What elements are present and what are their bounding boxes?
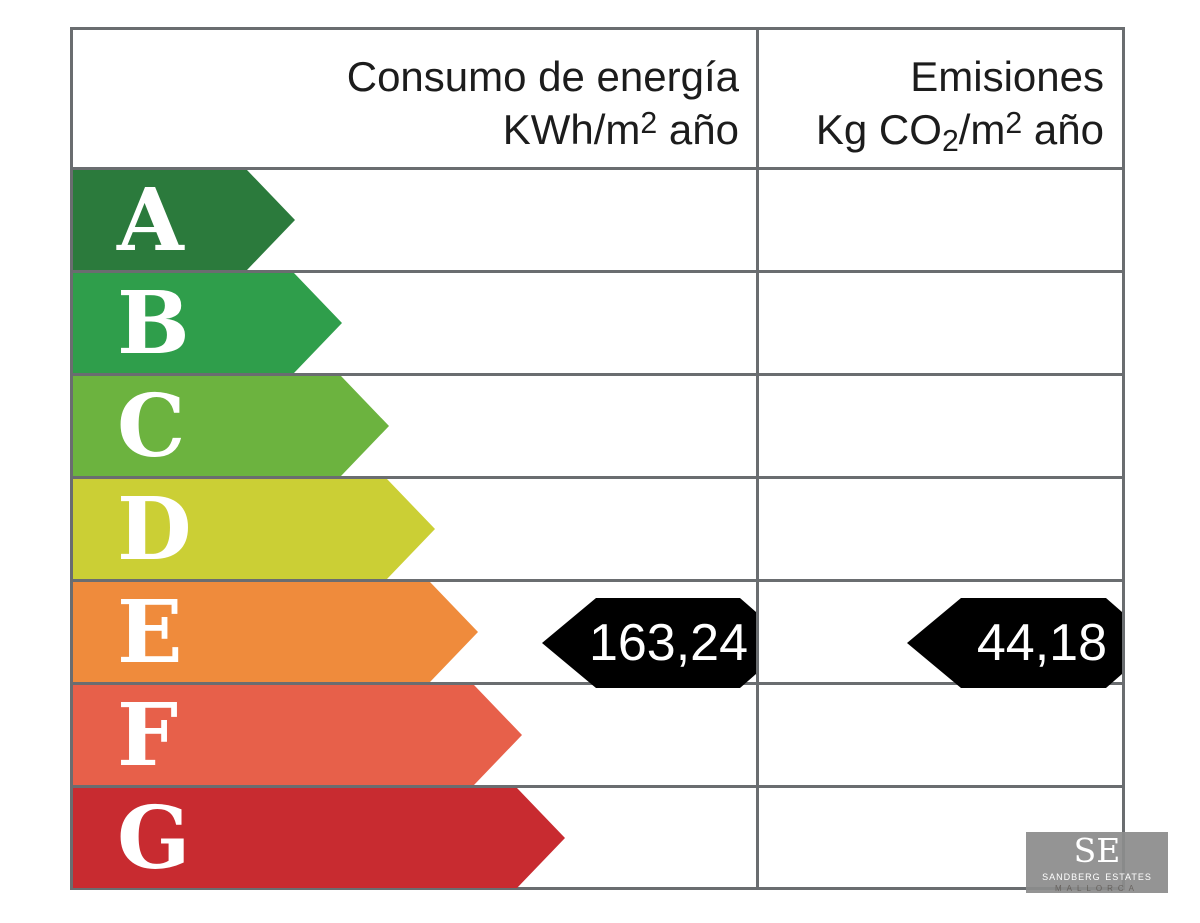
consumption-value-arrow: 163,24 (542, 598, 756, 688)
rating-row-E: E 163,24 44,18 (73, 579, 1122, 682)
rating-row-C: C (73, 373, 1122, 476)
rating-row-G: G (73, 785, 1122, 888)
logo-subtitle: Mallorca (1054, 884, 1139, 893)
logo-name: Sandberg Estates (1042, 868, 1152, 883)
logo-monogram: SE (1073, 831, 1121, 870)
header-consumption: Consumo de energía KWh/m2 año (73, 30, 759, 167)
header-consumption-line1: Consumo de energía (346, 53, 739, 100)
subscript-2: 2 (941, 124, 959, 158)
grade-letter-G: G (117, 788, 191, 889)
emissions-value-arrow: 44,18 (907, 598, 1122, 688)
grade-arrow-F: F (73, 685, 522, 785)
energy-certificate-table: Consumo de energía KWh/m2 año Emisiones … (70, 27, 1125, 890)
grade-letter-A: A (117, 170, 184, 271)
grade-arrow-A: A (73, 170, 295, 270)
grade-arrow-E: E (73, 582, 478, 682)
grade-letter-E: E (117, 582, 183, 683)
table-header: Consumo de energía KWh/m2 año Emisiones … (73, 30, 1122, 167)
rating-row-A: A (73, 167, 1122, 270)
grade-letter-C: C (117, 376, 186, 477)
column-divider (756, 30, 759, 887)
header-emissions: Emisiones Kg CO2/m2 año (759, 30, 1122, 167)
header-emissions-line1: Emisiones (910, 53, 1104, 100)
grade-letter-F: F (117, 685, 179, 786)
header-emissions-line2: Kg CO2/m2 año (815, 106, 1104, 158)
rating-row-D: D (73, 476, 1122, 579)
rating-row-B: B (73, 270, 1122, 373)
grade-arrow-B: B (73, 273, 342, 373)
superscript-2: 2 (640, 106, 658, 140)
watermark-logo: SE Sandberg Estates Mallorca (1026, 832, 1168, 893)
grade-letter-D: D (117, 479, 192, 580)
grade-arrow-C: C (73, 376, 389, 476)
superscript-2: 2 (1005, 106, 1023, 140)
header-consumption-line2: KWh/m2 año (502, 106, 739, 153)
grade-arrow-D: D (73, 479, 435, 579)
grade-arrow-G: G (73, 788, 565, 888)
grade-letter-B: B (117, 273, 190, 374)
rating-row-F: F (73, 682, 1122, 785)
rating-rows: A B C D E 163,24 44,18 F G (73, 167, 1122, 888)
